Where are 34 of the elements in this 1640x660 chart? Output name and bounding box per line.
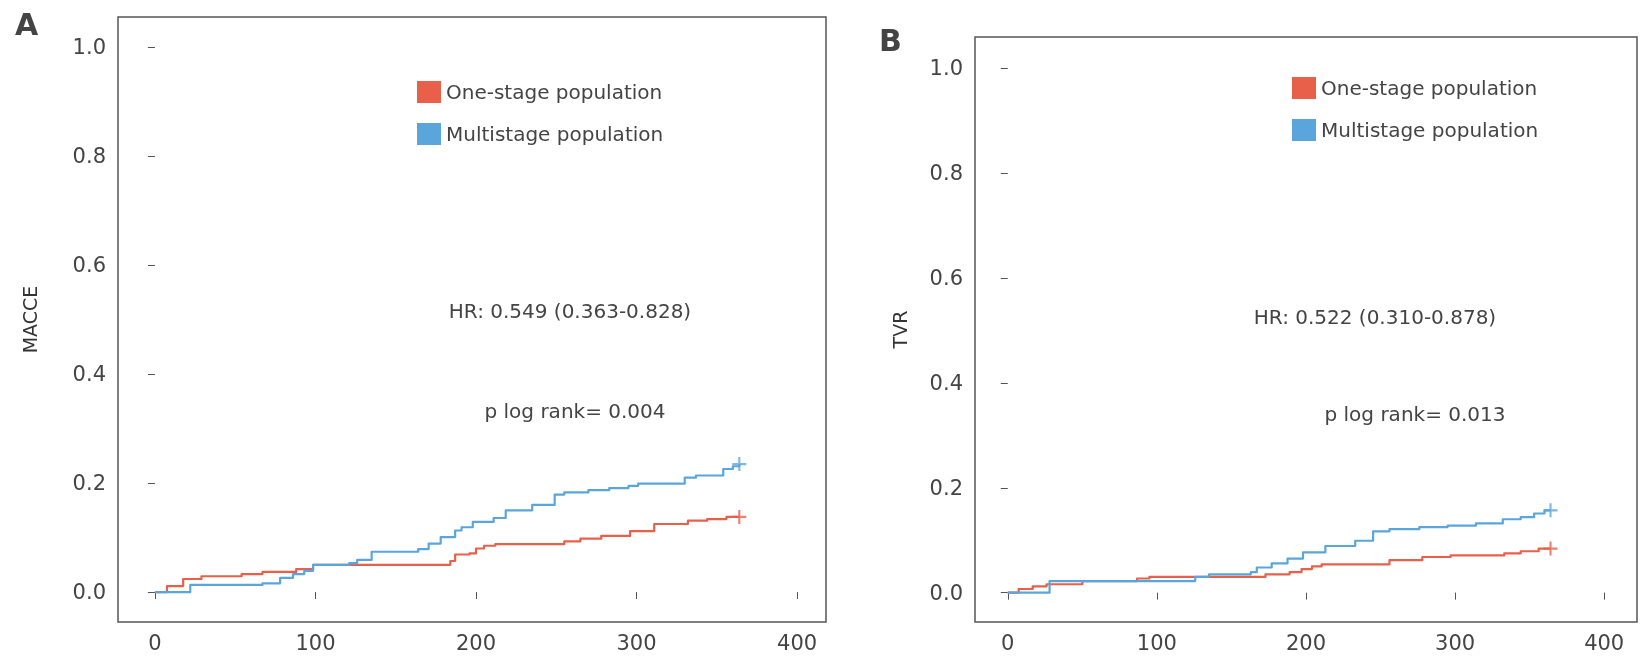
x-tick-label: 100 bbox=[295, 630, 336, 655]
x-tick-label: 200 bbox=[455, 630, 497, 655]
y-tick-label: 0.2 bbox=[72, 471, 106, 496]
y-tick-label: 0.6 bbox=[929, 266, 963, 291]
annotation: p log rank= 0.013 bbox=[1324, 402, 1506, 426]
legend-label: One-stage population bbox=[446, 80, 663, 104]
x-tick-label: 400 bbox=[777, 630, 818, 655]
x-tick-label: 200 bbox=[1285, 630, 1327, 655]
x-tick-label: 100 bbox=[1136, 630, 1177, 655]
y-tick-label: 0.4 bbox=[72, 362, 106, 387]
y-tick-label: 0.6 bbox=[72, 253, 106, 278]
annotation: HR: 0.549 (0.363-0.828) bbox=[448, 299, 692, 323]
y-tick-label: 1.0 bbox=[929, 56, 963, 81]
legend-label: Multistage population bbox=[446, 122, 664, 146]
annotation: p log rank= 0.004 bbox=[484, 399, 666, 423]
chart-title: B bbox=[879, 22, 902, 58]
y-tick-label: 0.0 bbox=[72, 580, 106, 605]
x-tick-label: 300 bbox=[1435, 630, 1476, 655]
y-tick-label: 0.4 bbox=[929, 370, 963, 395]
y-tick-label: 1.0 bbox=[72, 35, 106, 60]
legend-label: Multistage population bbox=[1321, 118, 1539, 142]
x-tick-label: 400 bbox=[1584, 630, 1625, 655]
y-tick-label: 0.0 bbox=[929, 580, 963, 605]
x-tick-label: 0 bbox=[1001, 630, 1015, 655]
y-axis-title: TVR bbox=[889, 310, 911, 350]
y-axis-title: MACCE bbox=[19, 285, 41, 354]
x-tick-label: 0 bbox=[148, 630, 162, 655]
y-tick-label: 0.2 bbox=[929, 475, 963, 500]
x-tick-label: 300 bbox=[616, 630, 657, 655]
annotation: HR: 0.522 (0.310-0.878) bbox=[1253, 305, 1497, 329]
chart-title: A bbox=[15, 6, 39, 42]
legend-label: One-stage population bbox=[1321, 76, 1538, 100]
y-tick-label: 0.8 bbox=[929, 161, 963, 186]
y-tick-label: 0.8 bbox=[72, 144, 106, 169]
